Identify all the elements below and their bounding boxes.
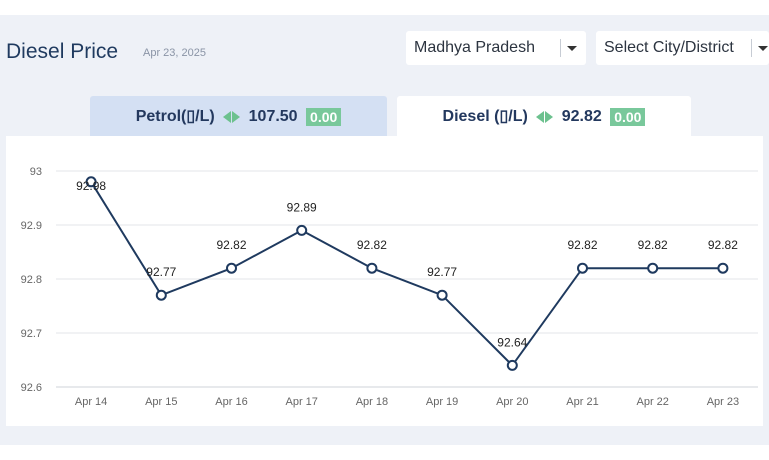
tab-diesel[interactable]: Diesel (▯/L) 92.82 0.00 xyxy=(397,96,691,136)
data-point xyxy=(577,262,588,274)
data-label: 92.82 xyxy=(567,238,597,252)
tab-diesel-label: Diesel (▯/L) xyxy=(442,108,528,125)
price-chart: 93 92.9 92.8 92.7 92.6 Apr 14 Apr 15 Apr 16 Apr … xyxy=(6,136,763,426)
x-tick-label: Apr 22 xyxy=(636,396,668,408)
change-arrows-icon xyxy=(536,108,554,126)
state-dropdown-value: Madhya Pradesh xyxy=(414,39,535,56)
dropdown-separator xyxy=(751,39,752,57)
data-label: 92.82 xyxy=(357,238,387,252)
data-label: 92.77 xyxy=(146,265,176,279)
x-tick-label: Apr 16 xyxy=(215,396,247,408)
data-label: 92.89 xyxy=(287,200,317,214)
city-dropdown[interactable]: Select City/District xyxy=(596,31,769,65)
data-point xyxy=(155,289,167,301)
y-tick-label: 93 xyxy=(30,166,42,178)
x-tick-label: Apr 15 xyxy=(145,396,177,408)
tab-petrol-label: Petrol(▯/L) xyxy=(135,108,215,125)
data-label: 92.98 xyxy=(76,179,106,193)
data-label: 92.64 xyxy=(497,335,527,349)
tab-petrol-price: 107.50 xyxy=(248,108,298,125)
data-point xyxy=(366,262,378,274)
x-tick-label: Apr 14 xyxy=(75,396,107,408)
y-tick-label: 92.8 xyxy=(21,274,42,286)
data-point xyxy=(647,262,659,274)
data-point xyxy=(85,176,97,188)
y-tick-label: 92.9 xyxy=(21,220,42,232)
dropdown-separator xyxy=(560,39,561,57)
x-tick-label: Apr 21 xyxy=(566,396,598,408)
data-point xyxy=(436,289,448,301)
data-point xyxy=(296,224,308,236)
series-line xyxy=(90,181,723,367)
data-label: 92.82 xyxy=(638,238,668,252)
x-tick-label: Apr 20 xyxy=(496,396,528,408)
chevron-down-icon xyxy=(567,46,577,51)
data-label: 92.77 xyxy=(427,265,457,279)
state-dropdown[interactable]: Madhya Pradesh xyxy=(406,31,586,65)
data-point xyxy=(717,262,729,274)
x-tick-label: Apr 18 xyxy=(356,396,388,408)
x-tick-label: Apr 17 xyxy=(285,396,317,408)
tab-petrol-change-badge: 0.00 xyxy=(306,107,342,126)
data-point xyxy=(506,359,518,371)
chevron-down-icon xyxy=(758,46,768,51)
x-tick-label: Apr 23 xyxy=(707,396,739,408)
data-point xyxy=(226,262,237,274)
tab-diesel-change-badge: 0.00 xyxy=(610,107,646,126)
data-label: 92.82 xyxy=(708,238,738,252)
change-arrows-icon xyxy=(223,108,241,126)
page-title: Diesel Price xyxy=(6,40,119,63)
tab-diesel-price: 92.82 xyxy=(561,108,602,125)
y-tick-label: 92.7 xyxy=(21,328,42,340)
x-tick-label: Apr 19 xyxy=(426,396,458,408)
data-label: 92.82 xyxy=(216,238,246,252)
city-dropdown-placeholder: Select City/District xyxy=(604,39,734,56)
y-tick-label: 92.6 xyxy=(21,382,42,394)
price-line-chart: 93 92.9 92.8 92.7 92.6 Apr 14 Apr 15 Apr 16 Apr … xyxy=(21,166,758,408)
tab-petrol[interactable]: Petrol(▯/L) 107.50 0.00 xyxy=(90,96,387,136)
price-date: Apr 23, 2025 xyxy=(143,47,206,59)
